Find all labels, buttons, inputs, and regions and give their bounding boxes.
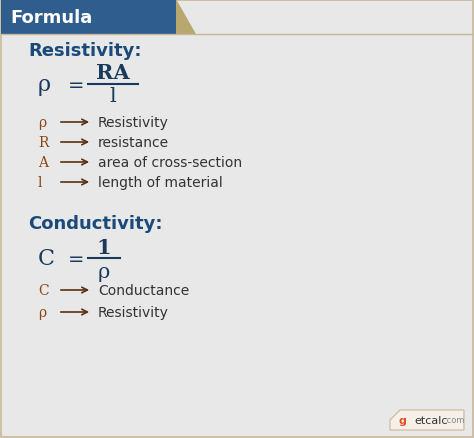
Text: Formula: Formula bbox=[10, 8, 92, 26]
Text: Conductivity:: Conductivity: bbox=[28, 215, 163, 233]
Text: C: C bbox=[38, 247, 55, 269]
Text: C: C bbox=[38, 283, 49, 297]
Text: ρ: ρ bbox=[38, 74, 51, 96]
Text: length of material: length of material bbox=[98, 176, 223, 190]
Text: etcalc: etcalc bbox=[414, 415, 448, 425]
Text: area of cross-section: area of cross-section bbox=[98, 155, 242, 170]
Text: g: g bbox=[398, 415, 406, 425]
Text: ρ: ρ bbox=[38, 305, 46, 319]
Text: Resistivity: Resistivity bbox=[98, 116, 169, 130]
Text: RA: RA bbox=[96, 63, 130, 83]
Text: l: l bbox=[38, 176, 43, 190]
Text: ρ: ρ bbox=[38, 116, 46, 130]
Text: 1: 1 bbox=[97, 237, 111, 258]
Text: resistance: resistance bbox=[98, 136, 169, 150]
Text: =: = bbox=[68, 75, 84, 94]
Text: ρ: ρ bbox=[98, 262, 110, 281]
Text: R: R bbox=[38, 136, 48, 150]
Polygon shape bbox=[390, 410, 464, 430]
Text: Resistivity: Resistivity bbox=[98, 305, 169, 319]
Bar bbox=[1, 0, 176, 35]
Text: l: l bbox=[109, 87, 117, 106]
Text: Conductance: Conductance bbox=[98, 283, 189, 297]
Text: Resistivity:: Resistivity: bbox=[28, 42, 142, 60]
Text: .com: .com bbox=[444, 416, 464, 424]
Polygon shape bbox=[176, 0, 196, 35]
Text: =: = bbox=[68, 249, 84, 268]
Text: A: A bbox=[38, 155, 48, 170]
